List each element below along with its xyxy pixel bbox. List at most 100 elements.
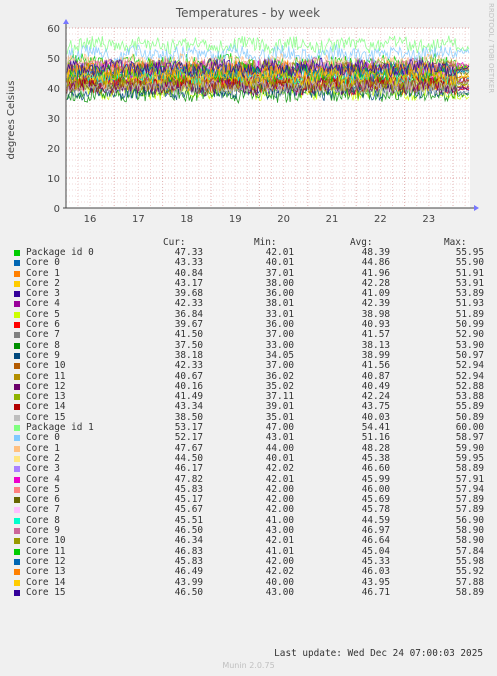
legend-avg: 45.69	[361, 494, 390, 506]
legend-swatch	[14, 445, 20, 452]
y-tick-label: 20	[47, 144, 60, 155]
legend-min: 42.00	[265, 555, 294, 567]
legend-series-name: Core 14	[26, 576, 66, 588]
legend-swatch	[14, 589, 20, 596]
legend-header: Cur: Min: Avg: Max:	[14, 237, 484, 248]
legend-min: 35.02	[265, 380, 294, 392]
legend-series-name: Core 10	[26, 360, 66, 372]
y-axis-arrow	[63, 19, 69, 24]
legend-series-name: Core 12	[26, 380, 66, 392]
legend-swatch	[14, 455, 20, 462]
legend-max: 58.90	[455, 535, 484, 547]
legend-avg: 40.93	[361, 319, 390, 331]
legend-min: 36.00	[265, 288, 294, 300]
legend-max: 57.84	[455, 545, 484, 557]
legend-row: Core 4 47.82 42.01 45.99 57.91	[14, 473, 484, 485]
legend-swatch	[14, 507, 20, 514]
legend-row: Core 9 38.18 34.05 38.99 50.97	[14, 349, 484, 361]
legend-series-name: Core 8	[26, 514, 60, 526]
legend-cur: 39.68	[174, 288, 203, 300]
legend-min: 36.00	[265, 319, 294, 331]
last-update: Last update: Wed Dec 24 07:00:03 2025	[274, 648, 483, 659]
legend-swatch	[14, 497, 20, 504]
legend-cur: 47.82	[174, 473, 203, 485]
legend-avg: 44.59	[361, 514, 390, 526]
header-min: Min:	[254, 237, 277, 248]
y-tick-label: 0	[54, 204, 60, 215]
legend-min: 42.00	[265, 483, 294, 495]
legend-rows: Package id 0 47.33 42.01 48.39 55.95 Core 0 43…	[14, 247, 484, 598]
legend-avg: 46.97	[361, 525, 390, 537]
y-tick-label: 60	[47, 24, 60, 35]
legend-series-name: Core 3	[26, 463, 60, 475]
legend-avg: 45.99	[361, 473, 390, 485]
legend-max: 51.91	[455, 267, 484, 279]
legend-row: Core 5 45.83 42.00 46.00 57.94	[14, 483, 484, 495]
legend-cur: 45.51	[174, 514, 203, 526]
legend-avg: 38.99	[361, 349, 390, 361]
legend-swatch	[14, 352, 20, 359]
legend: Cur: Min: Avg: Max: Package id 0 47.33 42.…	[14, 237, 484, 598]
legend-series-name: Core 0	[26, 432, 60, 444]
legend-avg: 46.64	[361, 535, 390, 547]
legend-series-name: Core 3	[26, 288, 60, 300]
legend-row: Package id 0 47.33 42.01 48.39 55.95	[14, 247, 484, 258]
legend-row: Core 3 39.68 36.00 41.09 53.89	[14, 288, 484, 300]
legend-series-name: Core 7	[26, 329, 60, 341]
legend-max: 53.91	[455, 277, 484, 289]
legend-swatch	[14, 342, 20, 349]
legend-min: 40.01	[265, 452, 294, 464]
axes: 0 10 20 30 40 50 60 16 17 18 19 20 21 22 23	[47, 19, 479, 225]
legend-series-name: Core 10	[26, 535, 66, 547]
legend-min: 42.01	[265, 473, 294, 485]
series-lines	[66, 35, 470, 105]
legend-cur: 40.67	[174, 370, 203, 382]
legend-cur: 40.16	[174, 380, 203, 392]
legend-max: 57.88	[455, 576, 484, 588]
legend-max: 50.97	[455, 349, 484, 361]
legend-cur: 53.17	[174, 422, 203, 434]
legend-max: 59.90	[455, 442, 484, 454]
legend-row: Core 3 46.17 42.02 46.60 58.89	[14, 463, 484, 475]
legend-avg: 51.16	[361, 432, 390, 444]
legend-row: Core 10 46.34 42.01 46.64 58.90	[14, 536, 484, 546]
legend-max: 57.91	[455, 473, 484, 485]
legend-max: 55.92	[455, 566, 484, 578]
legend-series-name: Core 1	[26, 442, 60, 454]
legend-cur: 46.50	[174, 586, 203, 598]
legend-min: 41.01	[265, 545, 294, 557]
legend-row: Core 2 44.50 40.01 45.38 59.95	[14, 452, 484, 464]
legend-cur: 36.84	[174, 308, 203, 320]
legend-cur: 40.84	[174, 267, 203, 279]
legend-series-name: Core 13	[26, 391, 66, 403]
munin-version: Munin 2.0.75	[222, 661, 275, 670]
legend-swatch	[14, 569, 20, 576]
legend-row: Core 15 38.50 35.01 40.03 50.89	[14, 412, 484, 423]
legend-max: 52.94	[455, 360, 484, 372]
x-day-label: 17	[132, 214, 145, 225]
legend-row: Core 9 46.50 43.00 46.97 58.90	[14, 525, 484, 537]
legend-swatch	[14, 373, 20, 380]
legend-min: 37.00	[265, 329, 294, 341]
legend-min: 40.01	[265, 257, 294, 269]
x-axis-arrow	[474, 205, 479, 211]
legend-min: 43.00	[265, 586, 294, 598]
legend-min: 42.00	[265, 504, 294, 516]
legend-cur: 46.50	[174, 525, 203, 537]
legend-avg: 42.28	[361, 277, 390, 289]
legend-swatch	[14, 322, 20, 329]
y-axis-label: degrees Celsius	[6, 81, 17, 160]
legend-min: 44.00	[265, 442, 294, 454]
legend-avg: 38.13	[361, 339, 390, 351]
legend-max: 53.89	[455, 288, 484, 300]
x-day-label: 19	[229, 214, 242, 225]
legend-series-name: Core 6	[26, 319, 60, 331]
legend-cur: 43.33	[174, 257, 203, 269]
legend-row: Core 8 45.51 41.00 44.59 56.90	[14, 514, 484, 526]
legend-row: Core 6 39.67 36.00 40.93 50.99	[14, 319, 484, 331]
legend-series-name: Core 0	[26, 257, 60, 269]
legend-avg: 41.96	[361, 267, 390, 279]
legend-avg: 40.87	[361, 370, 390, 382]
series-line	[66, 66, 470, 87]
legend-max: 55.95	[455, 247, 484, 258]
